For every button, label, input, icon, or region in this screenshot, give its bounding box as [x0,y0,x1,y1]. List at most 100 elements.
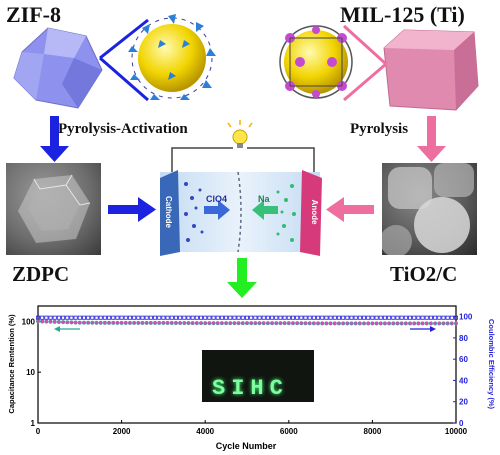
retention-marker [374,321,379,326]
retention-marker [378,321,383,326]
retention-marker [316,321,321,326]
retention-marker [341,321,346,326]
retention-marker [69,320,74,325]
efficiency-marker [399,315,404,320]
retention-marker [345,321,350,326]
led-sihc-text: SIHC [212,376,289,401]
x-tick-label: 2000 [113,427,131,436]
efficiency-marker [169,315,174,320]
retention-marker [257,321,262,326]
efficiency-marker [403,315,408,320]
efficiency-marker [136,315,141,320]
zif8-title: ZIF-8 [6,2,61,27]
efficiency-marker [203,315,208,320]
retention-marker [65,320,70,325]
efficiency-marker [270,315,275,320]
x-tick-label: 4000 [196,427,214,436]
retention-marker [424,321,429,326]
retention-marker [382,321,387,326]
retention-marker [232,321,237,326]
retention-marker [433,321,438,326]
retention-marker [399,321,404,326]
efficiency-marker [265,315,270,320]
retention-marker [420,321,425,326]
retention-marker [311,321,316,326]
efficiency-marker [77,315,82,320]
efficiency-marker [449,315,454,320]
retention-marker [173,320,178,326]
retention-marker [449,321,454,326]
retention-marker [412,321,417,326]
y-left-tick-label: 1 [31,419,36,428]
efficiency-marker [437,315,442,320]
retention-marker [61,320,66,325]
efficiency-marker [165,315,170,320]
anode-electrode [300,170,322,256]
zif8-zoom-lines [99,18,149,102]
retention-marker [81,320,87,325]
efficiency-marker [236,315,241,320]
mil125-title: MIL-125 (Ti) [340,2,465,27]
mil125-crystal-icon [383,29,479,111]
efficiency-marker [140,315,145,320]
retention-marker [178,320,183,326]
efficiency-marker [286,315,291,320]
retention-marker [211,321,216,326]
pyrolysis-label: Pyrolysis [350,121,409,137]
efficiency-marker [253,315,258,320]
efficiency-marker [328,315,333,320]
cell-to-chart-arrow [227,258,257,298]
zdpc-to-cell-arrow [108,197,156,222]
efficiency-marker [144,315,149,320]
retention-marker [353,321,358,326]
x-axis-label: Cycle Number [216,441,277,451]
zdpc-sem-image [6,163,101,255]
y-right-tick-label: 60 [459,355,468,364]
efficiency-marker [65,315,70,320]
retention-marker [441,321,446,326]
efficiency-marker [69,315,74,320]
efficiency-marker [261,315,266,320]
efficiency-marker [199,315,204,320]
cathode-electrode [160,170,180,256]
chart-frame [37,305,457,424]
efficiency-marker [148,315,153,320]
efficiency-marker [115,315,120,320]
efficiency-marker [182,315,187,320]
efficiency-marker [307,315,312,320]
efficiency-marker [111,315,116,320]
retention-marker [253,321,258,326]
y-right-axis-label: Coulombic Efficiency (%) [487,319,496,410]
efficiency-marker [186,315,191,320]
efficiency-axis-indicator [410,326,436,332]
efficiency-marker [178,315,183,320]
retention-marker [40,319,45,324]
retention-marker [270,321,275,326]
retention-marker [182,320,187,326]
cation-migration-arrow [252,200,278,220]
retention-axis-indicator [54,326,80,332]
anion-migration-arrow [204,200,230,220]
efficiency-marker [357,315,362,320]
efficiency-marker [240,315,245,320]
efficiency-marker [374,315,379,320]
mil125-framework-icon [279,25,353,99]
efficiency-marker [424,315,429,320]
efficiency-marker [119,315,124,320]
zif8-framework-icon [128,14,216,100]
retention-marker [136,320,141,325]
retention-marker [107,320,112,325]
retention-marker [148,320,153,325]
pyrolysis-activation-arrow [40,116,69,162]
retention-marker [86,320,91,325]
retention-marker [56,319,61,325]
retention-marker [437,321,442,326]
retention-marker [324,321,329,326]
efficiency-marker [278,315,283,320]
retention-marker [407,321,413,326]
retention-marker [336,321,342,326]
retention-marker [123,320,128,325]
retention-marker [282,321,287,326]
